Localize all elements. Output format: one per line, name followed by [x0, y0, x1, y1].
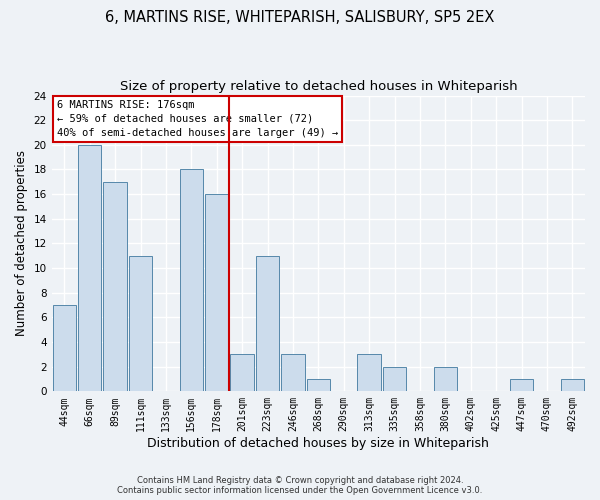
Bar [434, 366, 457, 392]
Bar [205, 194, 229, 392]
Bar [510, 379, 533, 392]
Bar [129, 256, 152, 392]
Bar [358, 354, 381, 392]
Text: 6 MARTINS RISE: 176sqm
← 59% of detached houses are smaller (72)
40% of semi-det: 6 MARTINS RISE: 176sqm ← 59% of detached… [57, 100, 338, 138]
Bar [103, 182, 127, 392]
Text: 6, MARTINS RISE, WHITEPARISH, SALISBURY, SP5 2EX: 6, MARTINS RISE, WHITEPARISH, SALISBURY,… [106, 10, 494, 25]
Bar [281, 354, 305, 392]
Bar [78, 145, 101, 392]
Bar [256, 256, 279, 392]
Bar [230, 354, 254, 392]
Text: Contains HM Land Registry data © Crown copyright and database right 2024.
Contai: Contains HM Land Registry data © Crown c… [118, 476, 482, 495]
Y-axis label: Number of detached properties: Number of detached properties [15, 150, 28, 336]
Title: Size of property relative to detached houses in Whiteparish: Size of property relative to detached ho… [119, 80, 517, 93]
Bar [383, 366, 406, 392]
Bar [307, 379, 330, 392]
Bar [53, 305, 76, 392]
Bar [560, 379, 584, 392]
Bar [179, 170, 203, 392]
X-axis label: Distribution of detached houses by size in Whiteparish: Distribution of detached houses by size … [148, 437, 489, 450]
